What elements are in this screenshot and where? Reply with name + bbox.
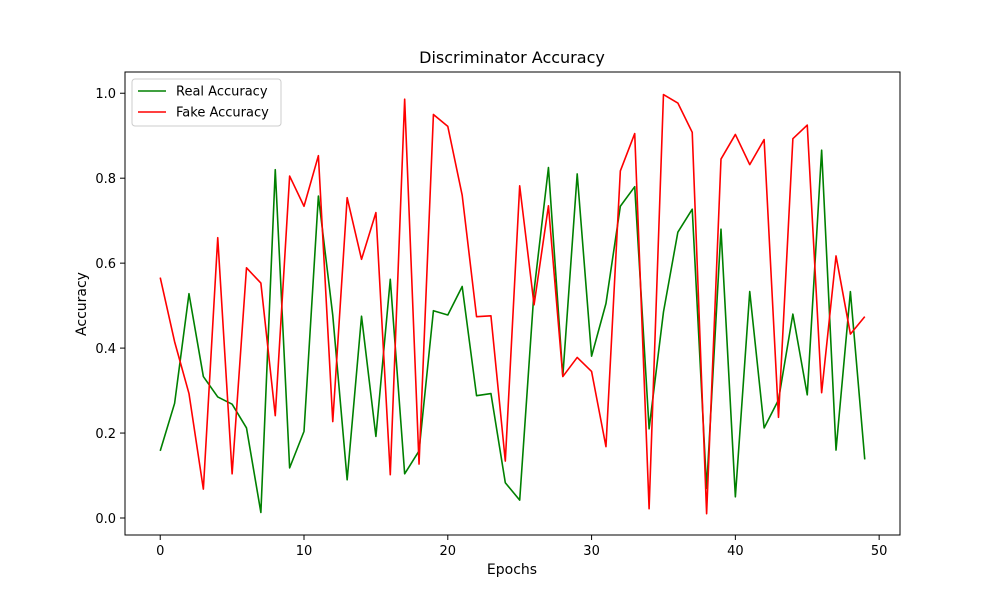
x-tick-label: 20 <box>440 544 457 559</box>
x-axis-label: Epochs <box>487 562 537 578</box>
legend: Real Accuracy Fake Accuracy <box>131 78 282 127</box>
chart-title: Discriminator Accuracy <box>419 48 605 67</box>
x-tick-label: 30 <box>583 544 600 559</box>
legend-label: Real Accuracy <box>176 85 268 100</box>
x-tick-label: 10 <box>296 544 313 559</box>
x-tick-label: 40 <box>727 544 744 559</box>
plot-lines <box>159 93 866 515</box>
y-tick-label: 0.8 <box>95 172 116 187</box>
y-axis-label: Accuracy <box>74 272 90 336</box>
series-line-fake-accuracy <box>159 93 866 515</box>
y-tick-label: 0.0 <box>95 512 116 527</box>
y-tick-label: 0.2 <box>95 427 116 442</box>
axes: 0 10 20 30 40 50 0.0 0.2 0.4 0.6 0.8 1.0 <box>95 71 901 559</box>
y-tick-label: 0.6 <box>95 257 116 272</box>
x-tick-label: 0 <box>156 544 164 559</box>
y-tick-label: 0.4 <box>95 342 116 357</box>
plot-area-frame <box>124 71 901 536</box>
x-tick-label: 50 <box>871 544 888 559</box>
y-tick-label: 1.0 <box>95 87 116 102</box>
series-line-real-accuracy <box>159 149 866 514</box>
legend-box <box>131 78 282 127</box>
legend-label: Fake Accuracy <box>176 106 269 121</box>
